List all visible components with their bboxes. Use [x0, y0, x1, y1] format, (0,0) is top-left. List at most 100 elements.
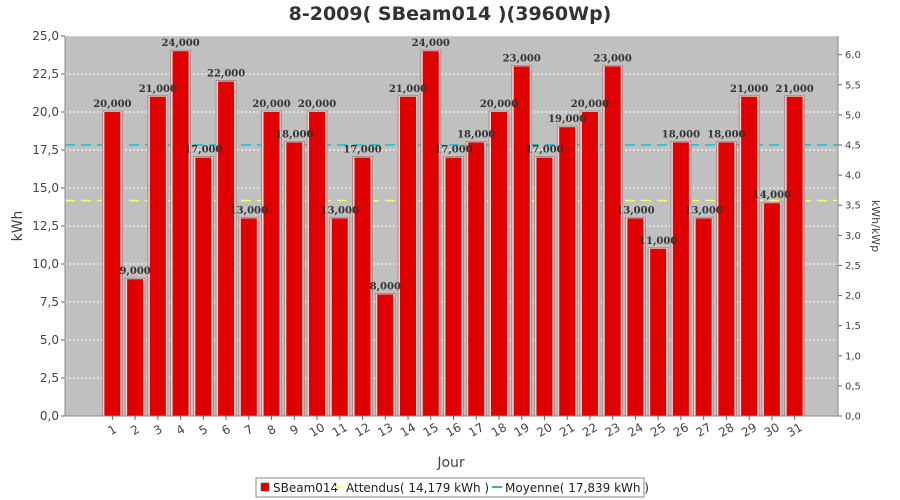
bar — [195, 157, 212, 416]
x-tick-label: 18 — [489, 420, 509, 440]
bar — [490, 112, 507, 416]
data-label: 14,000 — [753, 190, 791, 201]
data-label: 21,000 — [775, 84, 813, 95]
data-label: 21,000 — [389, 84, 427, 95]
y-right-tick-label: 1,0 — [845, 351, 861, 362]
data-label: 13,000 — [616, 205, 654, 216]
data-label: 24,000 — [161, 38, 199, 49]
data-label: 17,000 — [525, 145, 563, 156]
y-right-tick-label: 3,5 — [845, 201, 861, 212]
legend-swatch-bar — [260, 482, 270, 492]
y-right-tick-label: 0,0 — [845, 412, 861, 423]
data-label: 8,000 — [370, 281, 401, 292]
bar — [377, 294, 394, 416]
x-tick-label: 20 — [534, 420, 554, 440]
y-axis-right-title: kWh/kWp — [869, 200, 882, 252]
y-right-tick-label: 3,0 — [845, 231, 861, 242]
x-tick-label: 4 — [174, 422, 188, 438]
x-tick-label: 27 — [694, 420, 714, 440]
bar — [149, 96, 166, 417]
x-tick-label: 31 — [785, 420, 805, 440]
x-tick-label: 10 — [307, 420, 327, 440]
x-tick-label: 9 — [287, 422, 301, 438]
y-right-tick-label: 6,0 — [845, 50, 861, 61]
bar — [672, 142, 689, 416]
y-axis-title: kWh — [10, 211, 26, 242]
bar — [263, 112, 280, 416]
data-label: 20,000 — [93, 99, 131, 110]
y-right-tick-label: 4,5 — [845, 141, 861, 152]
y-right-tick-label: 5,5 — [845, 80, 861, 91]
bar — [604, 66, 621, 417]
bar — [422, 51, 439, 416]
legend-item-moyenne: Moyenne( 17,839 kWh ) — [505, 481, 649, 495]
y-tick-label: 12,5 — [32, 219, 59, 233]
y-tick-label: 10,0 — [32, 257, 59, 271]
bar — [445, 157, 462, 416]
bars — [101, 49, 806, 417]
y-right-tick-label: 1,5 — [845, 321, 861, 332]
data-label: 18,000 — [707, 129, 745, 140]
bar — [581, 112, 598, 416]
data-label: 23,000 — [594, 53, 632, 64]
data-label: 13,000 — [685, 205, 723, 216]
legend-box — [255, 477, 645, 498]
data-label: 13,000 — [230, 205, 268, 216]
legend: SBeam014 Attendus( 14,179 kWh ) Moyenne(… — [255, 477, 649, 498]
bar — [331, 218, 348, 416]
y-tick-label: 5,0 — [40, 333, 59, 347]
data-label: 18,000 — [275, 129, 313, 140]
x-tick-label: 28 — [716, 420, 736, 440]
x-tick-label: 26 — [671, 420, 691, 440]
bar — [741, 96, 758, 417]
bar — [536, 157, 553, 416]
x-tick-label: 5 — [197, 422, 211, 438]
y-tick-label: 0,0 — [40, 409, 59, 423]
bar — [559, 127, 576, 416]
bar — [513, 66, 530, 417]
y-tick-label: 22,5 — [32, 67, 59, 81]
data-label: 22,000 — [207, 69, 245, 80]
y-tick-label: 15,0 — [32, 181, 59, 195]
bar — [763, 203, 780, 416]
bar — [218, 81, 235, 416]
bar — [695, 218, 712, 416]
data-labels: 20,000 9,000 21,000 24,000 17,000 22,000 13,00… — [93, 38, 814, 292]
data-label: 11,000 — [639, 236, 677, 247]
x-tick-label: 3 — [151, 422, 165, 438]
bar — [627, 218, 644, 416]
bar — [127, 279, 144, 416]
x-tick-label: 25 — [648, 420, 668, 440]
x-tick-label: 29 — [739, 420, 759, 440]
data-label: 17,000 — [184, 145, 222, 156]
y-tick-label: 2,5 — [40, 371, 59, 385]
data-label: 18,000 — [662, 129, 700, 140]
bar — [650, 248, 667, 416]
data-label: 20,000 — [252, 99, 290, 110]
x-tick-label: 15 — [421, 420, 441, 440]
data-label: 18,000 — [457, 129, 495, 140]
axes: 0,02,55,07,510,012,515,017,520,022,525,0… — [32, 29, 861, 440]
x-tick-label: 7 — [242, 422, 256, 438]
data-label: 21,000 — [730, 84, 768, 95]
bar — [468, 142, 485, 416]
x-tick-label: 24 — [625, 420, 645, 440]
bar — [354, 157, 371, 416]
x-tick-label: 30 — [762, 420, 782, 440]
chart-title: 8-2009( SBeam014 )(3960Wp) — [289, 3, 612, 25]
data-label: 24,000 — [412, 38, 450, 49]
bar — [104, 112, 121, 416]
x-tick-label: 21 — [557, 420, 577, 440]
data-label: 13,000 — [321, 205, 359, 216]
bar — [172, 51, 189, 416]
legend-item-attendus: Attendus( 14,179 kWh ) — [346, 481, 489, 495]
x-tick-label: 17 — [466, 420, 486, 440]
y-right-tick-label: 2,0 — [845, 291, 861, 302]
data-label: 20,000 — [480, 99, 518, 110]
x-tick-label: 12 — [352, 420, 372, 440]
data-label: 19,000 — [548, 114, 586, 125]
y-tick-label: 7,5 — [40, 295, 59, 309]
y-tick-label: 17,5 — [32, 143, 59, 157]
bar — [286, 142, 303, 416]
